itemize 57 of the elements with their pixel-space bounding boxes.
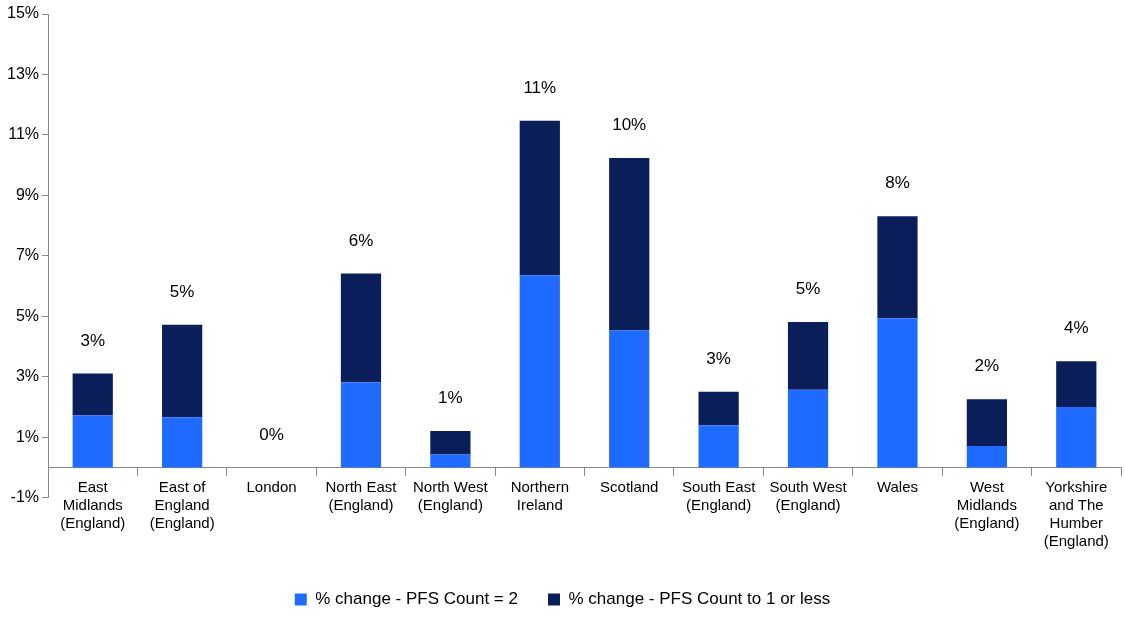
bar [787, 322, 829, 390]
total-label: 8% [885, 173, 910, 193]
bar [72, 415, 113, 468]
total-label: 1% [438, 388, 463, 408]
x-tick-label: East Midlands (England) [60, 477, 126, 531]
bar [966, 446, 1007, 468]
y-tick-label: 5% [15, 306, 40, 324]
legend-label: % change - PFS Count to 1 or less [568, 589, 831, 609]
total-label: 4% [1064, 318, 1089, 338]
total-label: 11% [523, 77, 557, 97]
x-tick-label: London [246, 477, 297, 495]
y-tick-label: 1% [15, 427, 40, 445]
y-tick-label: 3% [15, 367, 40, 385]
y-tick-label: 13% [6, 64, 40, 82]
bar [698, 391, 739, 426]
bar [430, 454, 471, 468]
bar [340, 382, 382, 468]
bar [877, 216, 918, 319]
y-tick-label: -1% [10, 488, 40, 506]
x-tick-label: North East (England) [325, 477, 398, 513]
x-tick-label: West Midlands (England) [954, 477, 1020, 531]
bar [72, 373, 113, 416]
y-tick-label: 7% [15, 246, 40, 264]
x-tick-label: East of England (England) [149, 477, 215, 531]
bar [519, 275, 560, 468]
total-label: 5% [169, 282, 195, 302]
bar [162, 417, 203, 468]
bar [1056, 361, 1097, 408]
y-tick-label: 15% [6, 4, 40, 22]
total-label: 2% [974, 356, 1000, 376]
bar [1056, 407, 1097, 468]
x-tick-label: Wales [876, 477, 919, 495]
bar [162, 324, 203, 418]
x-tick-label: Yorkshire and The Humber (England) [1043, 477, 1109, 549]
bar [877, 318, 918, 468]
bar [698, 425, 739, 468]
bar [609, 157, 650, 331]
bar [609, 330, 650, 468]
bar [430, 430, 471, 455]
bar [340, 273, 382, 383]
bar [519, 120, 560, 276]
x-tick-label: Scotland [600, 477, 659, 495]
bar [966, 399, 1007, 447]
total-label: 3% [706, 348, 731, 368]
total-label: 5% [795, 279, 821, 299]
x-tick-label: Northern Ireland [510, 477, 569, 513]
x-tick-label: South East (England) [681, 477, 757, 513]
total-label: 0% [259, 424, 284, 444]
total-label: 6% [348, 230, 374, 250]
bar [787, 389, 829, 468]
y-tick-label: 9% [15, 185, 40, 203]
x-tick-label: North West (England) [413, 477, 489, 513]
y-tick-label: 11% [8, 125, 40, 143]
legend-label: % change - PFS Count = 2 [315, 589, 518, 609]
total-label: 10% [612, 115, 647, 135]
total-label: 3% [80, 330, 106, 350]
x-tick-label: South West (England) [769, 477, 848, 513]
